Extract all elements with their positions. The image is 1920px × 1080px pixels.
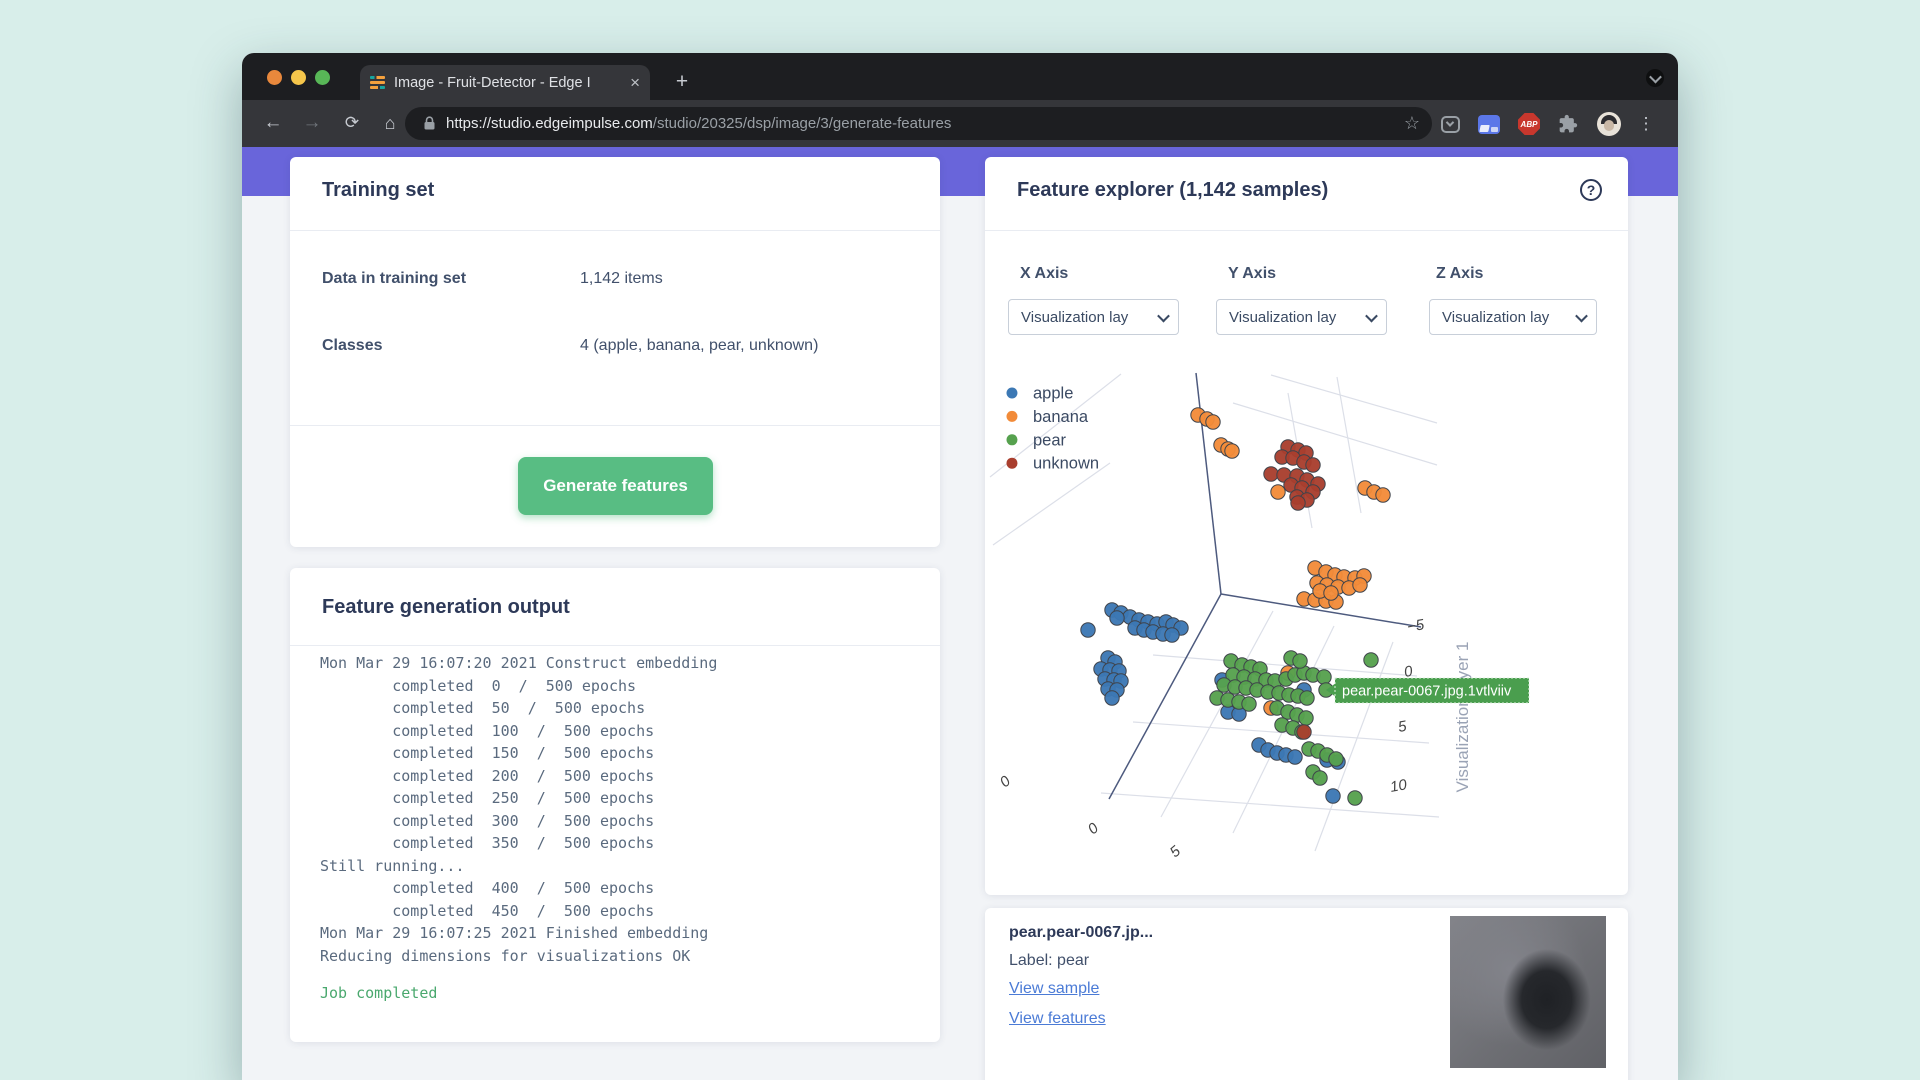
- training-set-title: Training set: [322, 179, 435, 201]
- svg-text:0: 0: [1085, 819, 1103, 838]
- forward-button[interactable]: →: [302, 112, 322, 133]
- generate-features-button[interactable]: Generate features: [518, 457, 713, 515]
- browser-toolbar: ← → ⟳ ⌂ https://studio.edgeimpulse.com/s…: [242, 100, 1678, 147]
- window-zoom-button[interactable]: [315, 70, 330, 85]
- pocket-extension-icon[interactable]: [1438, 112, 1462, 136]
- svg-text:−5: −5: [1406, 616, 1426, 636]
- browser-window: Image - Fruit-Detector - Edge I × + ← → …: [242, 53, 1678, 1080]
- y-axis-select[interactable]: Visualization lay: [1216, 299, 1387, 335]
- tab-search-button[interactable]: [1646, 69, 1664, 87]
- reload-button[interactable]: ⟳: [344, 113, 360, 132]
- browser-menu-button[interactable]: ⋮: [1637, 114, 1655, 133]
- svg-text:0: 0: [1403, 663, 1415, 681]
- feature-explorer-title: Feature explorer (1,142 samples): [1017, 179, 1329, 201]
- classes-label: Classes: [322, 337, 383, 354]
- new-tab-button[interactable]: +: [675, 70, 689, 93]
- svg-text:unknown: unknown: [1033, 455, 1099, 473]
- url-path: /studio/20325/dsp/image/3/generate-featu…: [652, 115, 952, 132]
- feature-output-title: Feature generation output: [322, 596, 570, 618]
- chevron-down-icon: [1157, 309, 1170, 322]
- edge-impulse-favicon-icon: [370, 76, 385, 89]
- svg-text:pear: pear: [1033, 431, 1067, 449]
- svg-text:apple: apple: [1033, 385, 1073, 403]
- bookmark-star-icon[interactable]: ☆: [1403, 113, 1420, 133]
- training-set-card: Training set Data in training set 1,142 …: [290, 157, 940, 547]
- chevron-down-icon: [1575, 309, 1588, 322]
- feature-explorer-3d-scatter[interactable]: Visualization layer 1 −5 0 5 10 0 0 5 apple banan…: [985, 365, 1545, 895]
- x-axis-label: X Axis: [1020, 265, 1069, 282]
- tab-bar: Image - Fruit-Detector - Edge I × +: [242, 53, 1678, 100]
- svg-text:0: 0: [997, 772, 1015, 791]
- url-origin: https://studio.edgeimpulse.com: [446, 115, 653, 132]
- window-close-button[interactable]: [267, 70, 282, 85]
- chevron-down-icon: [1365, 309, 1378, 322]
- url-text: https://studio.edgeimpulse.com/studio/20…: [446, 115, 1396, 132]
- address-bar[interactable]: https://studio.edgeimpulse.com/studio/20…: [405, 107, 1432, 140]
- sample-filename: pear.pear-0067.jp...: [1009, 924, 1154, 941]
- home-button[interactable]: ⌂: [384, 112, 396, 133]
- divider: [290, 645, 940, 646]
- feature-explorer-card: Feature explorer (1,142 samples) ? X Axi…: [985, 157, 1628, 895]
- sample-details-card: pear.pear-0067.jp... Label: pear View sa…: [985, 908, 1628, 1080]
- training-items-value: 1,142 items: [580, 270, 663, 287]
- y-axis-label: Y Axis: [1228, 265, 1277, 282]
- chevron-down-icon: [1648, 70, 1662, 83]
- job-log-output: Mon Mar 29 16:07:20 2021 Construct embed…: [320, 654, 718, 965]
- feature-generation-output-card: Feature generation output Mon Mar 29 16:…: [290, 568, 940, 1042]
- profile-avatar[interactable]: [1597, 112, 1621, 136]
- help-icon[interactable]: ?: [1580, 179, 1602, 201]
- tab-title: Image - Fruit-Detector - Edge I: [394, 74, 591, 91]
- classes-value: 4 (apple, banana, pear, unknown): [580, 337, 819, 354]
- z-axis-label: Z Axis: [1436, 265, 1484, 282]
- sample-thumbnail-image: [1450, 916, 1606, 1068]
- divider: [290, 425, 940, 426]
- svg-text:banana: banana: [1033, 408, 1089, 426]
- edge-impulse-page: Training set Data in training set 1,142 …: [242, 147, 1678, 1080]
- sample-label: Label: pear: [1009, 952, 1090, 969]
- job-status: Job completed: [320, 984, 438, 1002]
- extensions-puzzle-icon[interactable]: [1556, 112, 1580, 136]
- svg-text:10: 10: [1389, 776, 1409, 796]
- back-button[interactable]: ←: [263, 112, 283, 133]
- lock-icon: [424, 116, 435, 130]
- svg-text:5: 5: [1167, 842, 1185, 861]
- svg-text:pear.pear-0067.jpg.1vtlviiv: pear.pear-0067.jpg.1vtlviiv: [1342, 684, 1512, 700]
- sidebar-extension-icon[interactable]: [1477, 112, 1501, 136]
- x-axis-select[interactable]: Visualization lay: [1008, 299, 1179, 335]
- svg-text:5: 5: [1397, 718, 1409, 736]
- adblock-extension-icon[interactable]: ABP: [1517, 112, 1541, 136]
- divider: [290, 230, 940, 231]
- divider: [985, 230, 1628, 231]
- z-axis-select[interactable]: Visualization lay: [1429, 299, 1597, 335]
- tab-close-icon[interactable]: ×: [630, 72, 640, 92]
- view-features-link[interactable]: View features: [1009, 1010, 1106, 1027]
- svg-text:Visualization layer 1: Visualization layer 1: [1453, 642, 1472, 793]
- browser-tab[interactable]: Image - Fruit-Detector - Edge I ×: [360, 65, 650, 100]
- training-items-label: Data in training set: [322, 270, 467, 287]
- view-sample-link[interactable]: View sample: [1009, 980, 1100, 997]
- window-minimize-button[interactable]: [291, 70, 306, 85]
